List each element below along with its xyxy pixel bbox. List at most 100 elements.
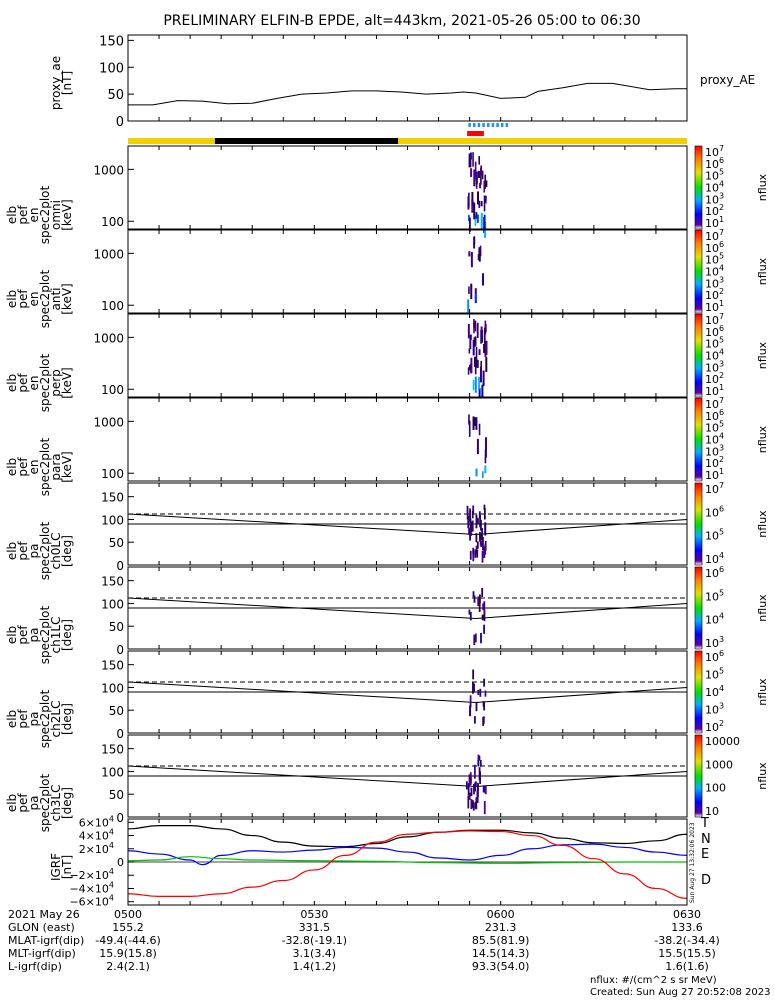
colorbar-tick: 105	[705, 588, 724, 603]
pa-pixel	[471, 520, 474, 532]
spec-pixel	[473, 337, 476, 347]
pa-pixel	[468, 774, 471, 787]
pa-pixel	[472, 802, 475, 811]
colorbar-tick: 107	[705, 396, 724, 411]
pa-pixel	[475, 701, 478, 712]
pa-pixel	[481, 550, 484, 563]
igrf-legend-D: D	[701, 873, 711, 888]
spec-pixel	[485, 356, 488, 372]
figure-title: PRELIMINARY ELFIN-B EPDE, alt=443km, 202…	[163, 13, 640, 29]
spec-pixel	[483, 343, 486, 353]
pa-ytick-label: 100	[101, 765, 124, 779]
colorbar-tick: 102	[705, 203, 724, 218]
pa-pixel	[478, 599, 481, 612]
pa-pixel	[474, 801, 477, 809]
spec-ytick-label: 100	[101, 467, 124, 481]
spec-pixel	[477, 191, 480, 205]
science-zone-tick	[505, 123, 509, 127]
spec-pixel	[470, 363, 473, 374]
pa-pixel	[471, 510, 474, 519]
science-zone-tick	[468, 123, 471, 127]
colorbar-spec-1	[694, 229, 703, 314]
pa-pixel	[482, 786, 485, 793]
pa-ytick-label: 100	[101, 681, 124, 695]
spec-ytick-label: 1000	[93, 331, 124, 345]
spec-pixel	[467, 367, 470, 375]
colorbar-tick: 106	[705, 504, 724, 519]
pa-ytick-label: 0	[116, 811, 124, 825]
footer-value: -32.8(-19.1)	[281, 934, 348, 947]
footer-value: 231.3	[484, 921, 517, 934]
proxy-ae-line	[128, 82, 687, 106]
spec-pixel	[470, 334, 472, 340]
pa-ytick-label: 150	[101, 575, 124, 589]
pa-pixel	[469, 695, 472, 708]
pa-pixel	[477, 754, 480, 760]
panel-frames	[127, 34, 703, 906]
igrf-legend-N: N	[701, 832, 711, 847]
spec-pixel	[483, 214, 486, 231]
spec-pixel	[474, 320, 477, 332]
science-zone-tick	[500, 123, 504, 127]
pa-pixel	[483, 504, 486, 510]
igrf-ytick-label: 2×104	[79, 841, 114, 856]
pa-pixel	[477, 596, 480, 606]
colorbar-tick: 104	[705, 180, 724, 195]
spec-pixel	[474, 214, 477, 226]
footer-value: 15.5(15.5)	[658, 947, 716, 960]
pa-pixel	[470, 521, 473, 532]
pa-pixel	[474, 633, 477, 643]
igrf-ytick-label: −6×104	[69, 894, 114, 909]
spec-pixel	[478, 248, 481, 262]
spec-ytick-label: 100	[101, 383, 124, 397]
spec-ytick-label: 1000	[93, 415, 124, 429]
spec-pixel	[468, 414, 470, 425]
pa-pixel	[473, 634, 476, 646]
pa-pixel	[472, 682, 474, 694]
colorbar-tick: 104	[705, 612, 724, 627]
spec-pixel	[481, 170, 484, 180]
igrf-line-T	[127, 825, 688, 848]
pa-pixel	[470, 787, 473, 797]
pa-ytick-label: 0	[116, 643, 124, 657]
colorbar-tick: 104	[705, 432, 724, 447]
pa-pixel	[483, 800, 486, 815]
axis-text: 050100150proxy_AE10010001011021031041051…	[69, 34, 769, 908]
pa-pixel	[474, 549, 477, 558]
footer-value: 85.5(81.9)	[471, 934, 530, 947]
spec-pixel	[475, 346, 478, 361]
spec-ytick-label: 100	[101, 299, 124, 313]
colorbar-tick: 105	[705, 168, 724, 183]
spec-pixel	[484, 195, 487, 202]
pa-pixel	[472, 669, 475, 680]
footer-label-mlat: MLAT-igrf(dip)	[8, 934, 85, 947]
pa-pixel	[481, 587, 484, 597]
colorbar-tick: 103	[705, 359, 724, 374]
spec-pixel	[484, 174, 487, 189]
pa-pixel	[480, 633, 482, 644]
science-zone-tick	[487, 123, 490, 127]
spec-panel-frame-0	[127, 145, 688, 230]
spec-pixel	[480, 167, 482, 185]
spec-pixel	[482, 471, 484, 479]
colorbar-tick: 107	[705, 312, 724, 327]
spec-pixel	[480, 212, 483, 229]
spec-pixel	[470, 252, 473, 268]
spec-pixel	[485, 180, 488, 187]
spec-pixel	[474, 360, 477, 375]
science-zone-tick	[477, 123, 481, 127]
colorbar-label: nflux	[756, 762, 769, 790]
colorbar-tick: 103	[705, 443, 724, 458]
spec-pixel	[467, 324, 470, 339]
pa-pixel	[470, 799, 473, 810]
side-stamp: Sun Aug 27 13:32:06 2023	[689, 822, 696, 903]
spec-ytick-label: 100	[101, 215, 124, 229]
spec-pixel	[482, 273, 485, 286]
footer-value: 0630	[673, 908, 701, 921]
colorbar-tick: 105	[705, 336, 724, 351]
pa-pixel	[468, 792, 471, 800]
colorbar-tick: 1000	[705, 758, 733, 771]
colorbar-spec-0	[694, 145, 703, 230]
spec-pixel	[469, 334, 472, 350]
